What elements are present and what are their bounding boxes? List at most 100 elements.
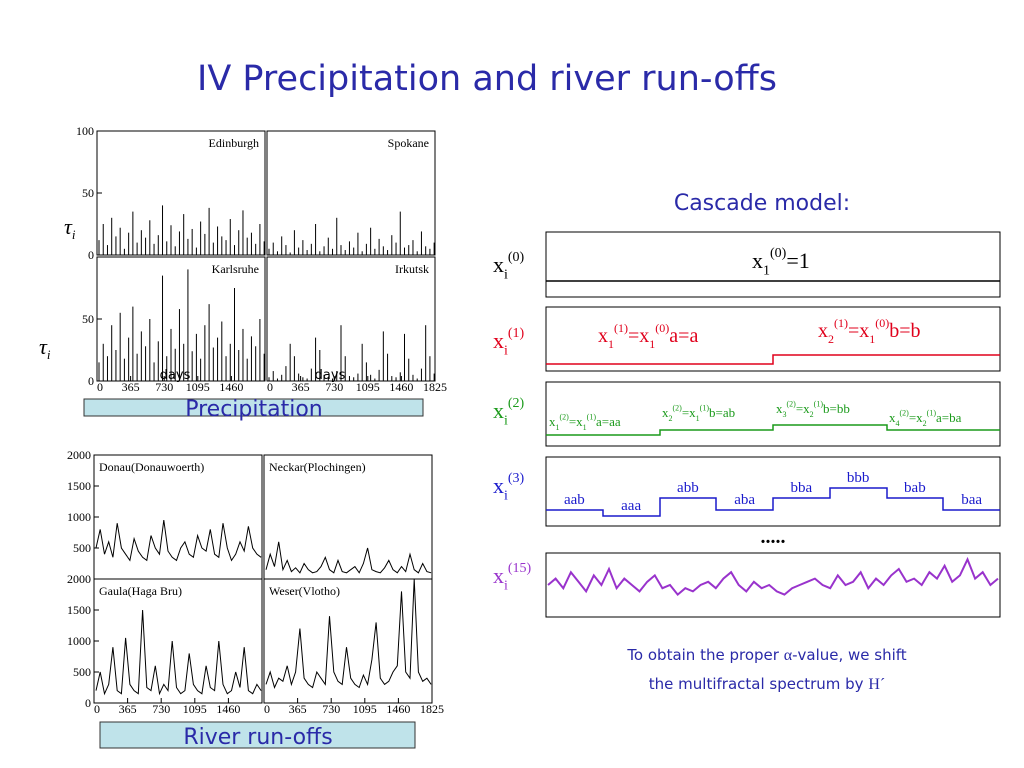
level-line: [546, 487, 1000, 517]
formula-part: i: [504, 344, 508, 359]
formula-part: (1): [834, 316, 848, 330]
segment-label: bab: [904, 480, 926, 496]
formula-part: 1: [869, 332, 875, 346]
subscript: i: [72, 227, 76, 242]
formula-part: 2: [923, 419, 927, 428]
formula-part: (1): [814, 400, 824, 409]
formula: x4(2)=x2(1)a=ba: [889, 409, 962, 428]
note-text: To obtain the proper: [626, 646, 783, 664]
cascade-box: [545, 231, 1001, 298]
panel-frame: [266, 130, 436, 256]
cascade-box: [545, 306, 1001, 372]
x-tick-label: 730: [155, 380, 173, 394]
y-tick-label: 0: [85, 696, 91, 710]
formula-part: (1): [508, 326, 525, 341]
note-symbol: α: [784, 647, 793, 664]
x-tick-label: 1095: [353, 702, 377, 716]
formula-part: x: [549, 414, 556, 429]
x-tick-label: 365: [289, 702, 307, 716]
formula-part: (1): [587, 413, 597, 422]
y-tick-label: 1500: [67, 479, 91, 493]
y-tick-label: 500: [73, 665, 91, 679]
formula-part: 1: [608, 337, 614, 351]
cascade-box: [545, 552, 1001, 618]
panel-name: Irkutsk: [395, 262, 429, 276]
formula-part: 2: [810, 410, 814, 419]
subscript: i: [47, 347, 51, 362]
y-tick-label: 1500: [67, 603, 91, 617]
formula-part: =x: [628, 325, 649, 347]
panel-name: Weser(Vlotho): [269, 584, 340, 598]
x-tick-label: 1095: [356, 380, 380, 394]
formula-part: x: [493, 252, 504, 277]
formula-part: x: [889, 410, 896, 425]
x-tick-label: 365: [292, 380, 310, 394]
x-tick-label: 0: [94, 702, 100, 716]
panel-frame: [266, 256, 436, 382]
formula-part: 1: [763, 264, 770, 279]
y-tick-label: 500: [73, 541, 91, 555]
x-tick-label: 1460: [386, 702, 410, 716]
panel-name: Karlsruhe: [212, 262, 259, 276]
x-tick-label: 730: [325, 380, 343, 394]
formula: x2(2)=x1(1)b=ab: [662, 404, 735, 423]
cascade-title: Cascade model:: [674, 191, 850, 216]
x-axis-label: days: [315, 368, 346, 383]
cascade-trace: [547, 556, 999, 597]
y-tick-label: 50: [82, 186, 94, 200]
note-line: the multifractal spectrum by H´: [649, 675, 885, 693]
y-axis-label: τi: [64, 214, 76, 242]
formula-part: (1): [614, 321, 628, 335]
formula-part: =1: [786, 248, 809, 273]
formula-part: 1: [556, 423, 560, 432]
segment-label: bbb: [847, 470, 870, 486]
x-tick-label: 730: [152, 702, 170, 716]
formula-part: (2): [787, 400, 797, 409]
formula-part: =x: [682, 405, 696, 420]
formula-part: =x: [848, 320, 869, 342]
y-tick-label: 1000: [67, 634, 91, 648]
formula: xi(0): [493, 250, 525, 283]
formula-part: x: [493, 473, 504, 498]
level-line: [546, 424, 1000, 436]
symbol: τ: [39, 334, 48, 359]
x-tick-label: 365: [122, 380, 140, 394]
note-symbol: H´: [868, 676, 885, 693]
panel-frame: [263, 578, 433, 704]
formula: xi(15): [493, 561, 532, 594]
formula-part: a=a: [669, 325, 698, 347]
formula-part: x: [598, 325, 608, 347]
y-tick-label: 2000: [67, 448, 91, 462]
panel-name: Donau(Donauwoerth): [99, 460, 204, 474]
level-line: [546, 354, 1000, 365]
formula-part: (0): [875, 316, 889, 330]
formula-part: (2): [560, 413, 570, 422]
formula: xi(2): [493, 396, 525, 429]
segment-label: aaa: [621, 498, 641, 514]
symbol: τ: [64, 214, 73, 239]
panel-name: Neckar(Plochingen): [269, 460, 366, 474]
x-tick-label: 1825: [420, 702, 444, 716]
ellipsis: .....: [761, 526, 786, 548]
formula-part: i: [504, 268, 508, 283]
formula-part: (0): [655, 321, 669, 335]
formula-part: 1: [583, 423, 587, 432]
y-tick-label: 50: [82, 312, 94, 326]
formula-part: b=bb: [823, 401, 850, 416]
panel-name: Spokane: [388, 136, 429, 150]
formula: xi(3): [493, 471, 525, 504]
section-label: Precipitation: [185, 397, 323, 422]
formula-part: i: [504, 489, 508, 504]
segment-label: aba: [734, 492, 755, 508]
runoff-line: [265, 578, 432, 689]
segment-label: bba: [791, 480, 813, 496]
x-tick-label: 365: [119, 702, 137, 716]
formula-part: x: [493, 563, 504, 588]
runoff-line: [95, 609, 262, 696]
formula-part: 4: [896, 419, 900, 428]
formula-part: (2): [900, 409, 910, 418]
x-tick-label: 0: [267, 380, 273, 394]
formula-part: i: [504, 414, 508, 429]
segment-label: aab: [564, 492, 585, 508]
